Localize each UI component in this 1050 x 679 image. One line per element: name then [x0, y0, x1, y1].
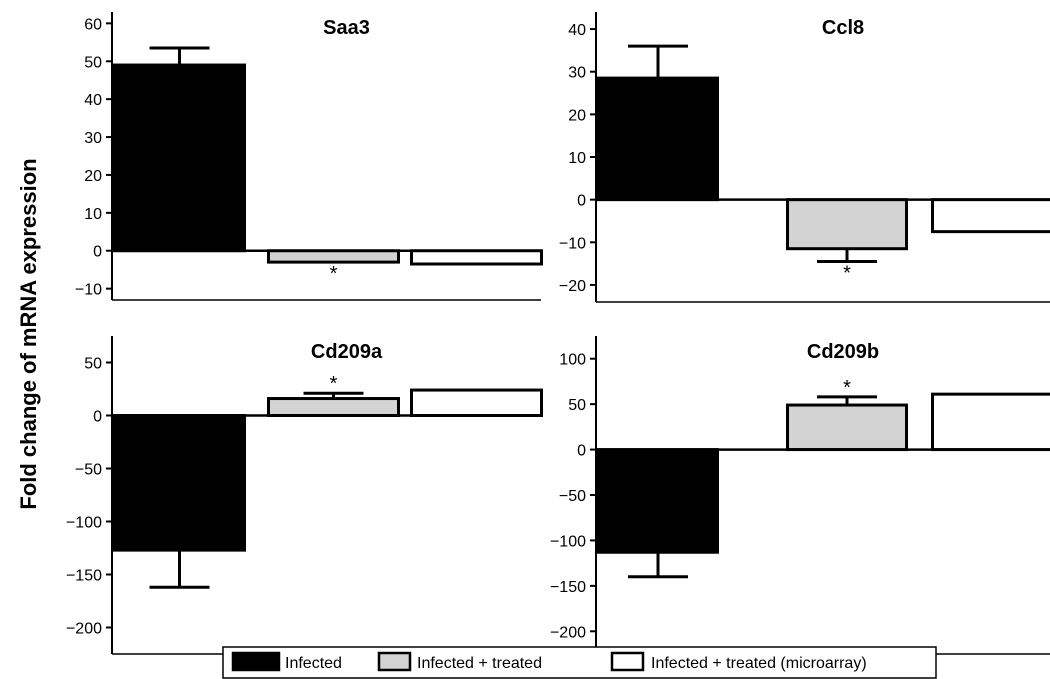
y-tick-label: −200: [550, 624, 586, 641]
y-tick-label: 50: [84, 54, 102, 71]
y-tick-label: −50: [75, 462, 102, 479]
y-tick-label: 40: [568, 22, 586, 39]
y-tick-label: 10: [568, 150, 586, 167]
significance-marker: *: [330, 373, 338, 395]
legend-label: Infected + treated: [417, 655, 542, 672]
legend-box: [222, 646, 937, 679]
bar-2: [786, 403, 908, 452]
bar-1: [113, 414, 246, 552]
legend-label: Infected: [285, 655, 342, 672]
y-tick-label: −10: [75, 282, 102, 299]
bar-1: [597, 76, 719, 202]
y-tick-label: 30: [568, 65, 586, 82]
significance-marker: *: [330, 263, 338, 285]
bar-1: [597, 448, 719, 554]
panel-cd209a: Cd209a * 50 0 −50 −100 −150 −200: [66, 336, 543, 655]
y-tick-label: 40: [84, 92, 102, 109]
bar-3: [931, 198, 1050, 234]
legend-label: Infected + treated (microarray): [651, 655, 867, 672]
bar-2: [267, 249, 400, 264]
y-tick-label: −50: [559, 488, 586, 505]
legend-item: Infected + treated: [377, 651, 542, 672]
y-tick-label: −100: [550, 533, 586, 550]
bar-3: [931, 392, 1050, 452]
panel-title: Cd209a: [311, 341, 383, 363]
legend-swatch: [231, 651, 281, 672]
y-tick-label: −10: [559, 235, 586, 252]
bar-1: [113, 63, 246, 253]
y-tick-label: −200: [66, 621, 102, 638]
legend-item: Infected: [231, 651, 342, 672]
legend-swatch: [610, 651, 645, 672]
bar-2: [786, 198, 908, 251]
significance-marker: *: [843, 377, 851, 399]
y-tick-label: 0: [93, 244, 102, 261]
y-tick-label: 0: [577, 443, 586, 460]
y-tick-label: −20: [559, 278, 586, 295]
y-tick-label: 30: [84, 130, 102, 147]
y-tick-label: 0: [93, 409, 102, 426]
panel-title: Ccl8: [822, 17, 864, 39]
y-tick-label: 20: [84, 168, 102, 185]
y-tick-label: −150: [66, 568, 102, 585]
y-tick-label: 0: [577, 193, 586, 210]
y-axis-label: Fold change of mRNA expression: [16, 158, 41, 509]
panel-cd209b: Cd209b * 100 50 0 −50 −100 −150 −200: [550, 336, 1050, 655]
panel-title: Saa3: [323, 17, 370, 39]
panel-title: Cd209b: [807, 341, 879, 363]
y-tick-label: 20: [568, 107, 586, 124]
bar-3: [410, 388, 543, 417]
y-tick-label: 50: [84, 356, 102, 373]
legend: Infected Infected + treated Infected + tre…: [222, 646, 937, 679]
y-tick-label: 50: [568, 397, 586, 414]
significance-marker: *: [843, 262, 851, 284]
panels: Saa3*6050403020100−10Ccl8*403020100−10−2…: [66, 12, 1050, 655]
legend-item: Infected + treated (microarray): [610, 651, 867, 672]
panel-ccl8: Ccl8 * 40 30 20 10 0 −10 −20: [559, 12, 1050, 303]
legend-swatch: [377, 651, 412, 672]
bar-2: [267, 397, 400, 418]
y-tick-label: 60: [84, 16, 102, 33]
y-tick-label: 100: [559, 352, 586, 369]
y-tick-label: −100: [66, 515, 102, 532]
panel-saa3: Saa3 * 60 50 40 30 20 10 0 −10: [75, 12, 543, 301]
bar-3: [410, 249, 543, 266]
y-tick-label: −150: [550, 579, 586, 596]
y-tick-label: 10: [84, 206, 102, 223]
